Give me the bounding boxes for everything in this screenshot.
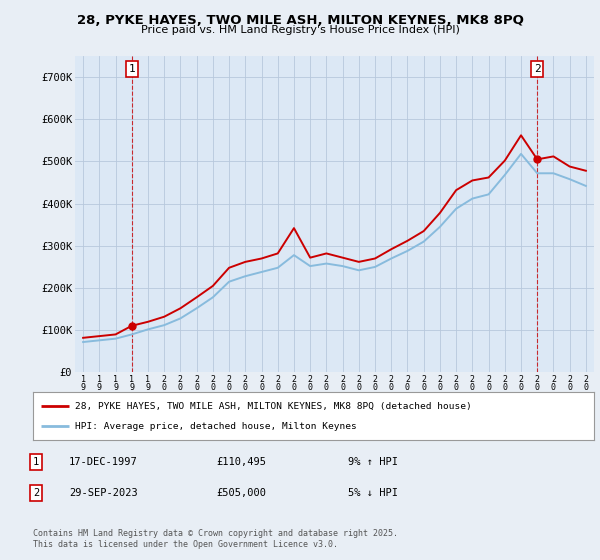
Text: 1: 1 bbox=[128, 64, 135, 74]
Text: £110,495: £110,495 bbox=[216, 457, 266, 467]
Text: HPI: Average price, detached house, Milton Keynes: HPI: Average price, detached house, Milt… bbox=[75, 422, 357, 431]
Text: Contains HM Land Registry data © Crown copyright and database right 2025.
This d: Contains HM Land Registry data © Crown c… bbox=[33, 529, 398, 549]
Text: Price paid vs. HM Land Registry's House Price Index (HPI): Price paid vs. HM Land Registry's House … bbox=[140, 25, 460, 35]
Text: £505,000: £505,000 bbox=[216, 488, 266, 498]
Text: 1: 1 bbox=[33, 457, 39, 467]
Text: 28, PYKE HAYES, TWO MILE ASH, MILTON KEYNES, MK8 8PQ: 28, PYKE HAYES, TWO MILE ASH, MILTON KEY… bbox=[77, 14, 523, 27]
Text: 2: 2 bbox=[33, 488, 39, 498]
Text: 9% ↑ HPI: 9% ↑ HPI bbox=[348, 457, 398, 467]
Text: 28, PYKE HAYES, TWO MILE ASH, MILTON KEYNES, MK8 8PQ (detached house): 28, PYKE HAYES, TWO MILE ASH, MILTON KEY… bbox=[75, 402, 472, 411]
Text: 17-DEC-1997: 17-DEC-1997 bbox=[69, 457, 138, 467]
Text: 2: 2 bbox=[534, 64, 541, 74]
Text: 5% ↓ HPI: 5% ↓ HPI bbox=[348, 488, 398, 498]
Text: 29-SEP-2023: 29-SEP-2023 bbox=[69, 488, 138, 498]
